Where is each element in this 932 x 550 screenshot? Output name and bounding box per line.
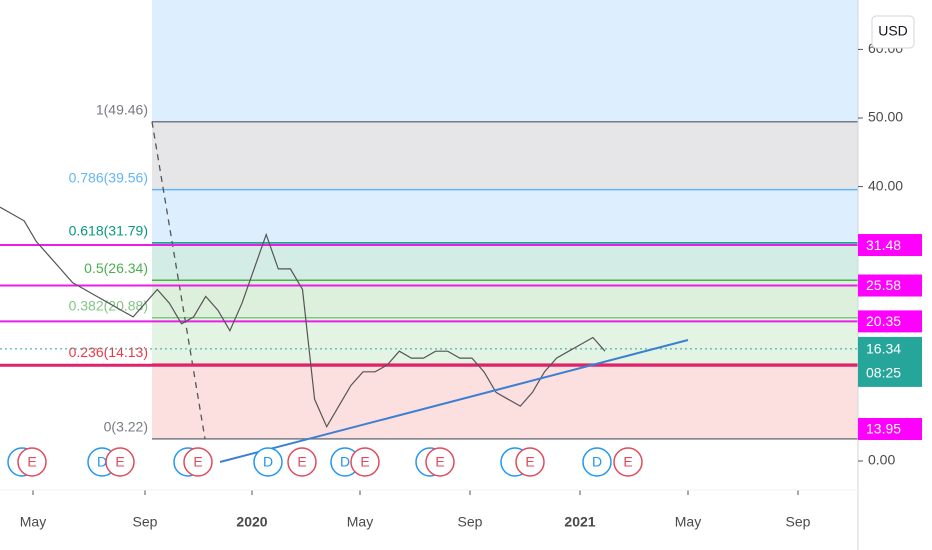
- fib-level-label: 1(49.46): [96, 101, 148, 117]
- time-label: 2021: [564, 514, 595, 530]
- fib-band: [152, 280, 858, 318]
- event-marker: [613, 447, 643, 477]
- event-marker: [17, 447, 47, 477]
- event-marker: [350, 447, 380, 477]
- price-series: [0, 206, 606, 429]
- trend-line: [219, 339, 689, 463]
- fib-level-label: 0(3.22): [104, 419, 148, 435]
- event-label: E: [623, 454, 632, 470]
- event-label: D: [263, 454, 273, 470]
- time-label: Sep: [458, 514, 483, 530]
- price-tick-label: 50.00: [868, 109, 903, 125]
- time-label: Sep: [786, 514, 811, 530]
- fib-band: [152, 242, 858, 281]
- event-marker: [253, 447, 283, 477]
- last-price-label: 16.34: [866, 341, 901, 357]
- price-tag: [858, 274, 922, 297]
- time-label: 2020: [236, 514, 267, 530]
- currency-button[interactable]: [871, 15, 915, 49]
- price-tag: [858, 310, 922, 333]
- fib-top-band: [152, 0, 858, 122]
- price-tag: [858, 234, 922, 257]
- event-label: E: [193, 454, 202, 470]
- fib-level-label: 0.236(14.13): [69, 344, 148, 360]
- time-label: May: [347, 514, 373, 530]
- fib-band: [152, 121, 858, 190]
- fib-level-label: 0.5(26.34): [84, 260, 148, 276]
- event-marker: [515, 447, 545, 477]
- event-marker: [425, 447, 455, 477]
- countdown-label: 08:25: [866, 365, 901, 381]
- event-label: E: [297, 454, 306, 470]
- fib-level-label: 0.786(39.56): [69, 169, 148, 185]
- event-label: D: [97, 454, 107, 470]
- fib-band: [152, 189, 858, 243]
- event-label: E: [27, 454, 36, 470]
- fib-band: [152, 364, 858, 439]
- fib-level-label: 0.382(20.88): [69, 297, 148, 313]
- price-tag-label: 13.95: [866, 421, 901, 437]
- price-tag-label: 31.48: [866, 237, 901, 253]
- time-label: May: [675, 514, 701, 530]
- time-label: May: [20, 514, 46, 530]
- price-tag-label: 20.35: [866, 313, 901, 329]
- last-price-tag: [858, 336, 922, 387]
- event-marker: [183, 447, 213, 477]
- price-tag: [858, 418, 922, 440]
- time-label: Sep: [133, 514, 158, 530]
- fib-trend-line: [151, 121, 206, 440]
- event-label: E: [435, 454, 444, 470]
- plot: 1(49.46) 0.786(39.56) 0.618(31.79) 0.5(26.3…: [0, 101, 858, 530]
- event-marker: [582, 447, 612, 477]
- price-tick-label: 40.00: [868, 177, 903, 193]
- fib-level-label: 0.618(31.79): [69, 223, 148, 239]
- price-tick-label: 0.00: [868, 452, 895, 468]
- price-tag-label: 25.58: [866, 277, 901, 293]
- currency-label[interactable]: USD: [878, 23, 908, 39]
- event-label: D: [340, 454, 350, 470]
- event-label: D: [592, 454, 602, 470]
- event-label: E: [115, 454, 124, 470]
- event-marker: [287, 447, 317, 477]
- fib-bands: [152, 0, 858, 439]
- event-marker: [105, 447, 135, 477]
- event-label: E: [525, 454, 534, 470]
- event-label: E: [360, 454, 369, 470]
- price-axis: 60.0050.0040.000.0031.4825.5820.3513.951…: [858, 40, 922, 468]
- fib-band: [152, 317, 858, 365]
